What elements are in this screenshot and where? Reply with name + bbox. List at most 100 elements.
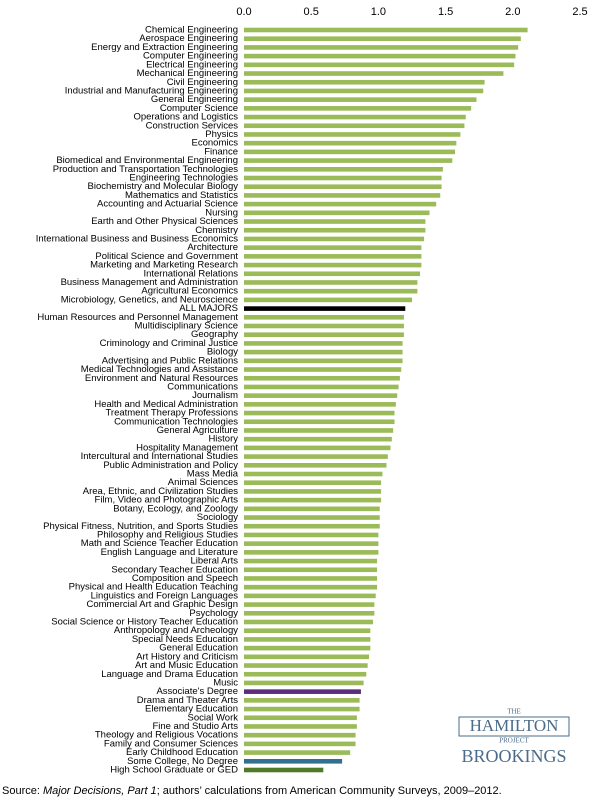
y-tick-label: Composition and Speech — [132, 573, 238, 584]
y-tick-label: General Education — [159, 643, 238, 654]
y-tick-label: Biology — [207, 347, 238, 358]
bar — [244, 454, 388, 459]
bar — [244, 140, 457, 146]
y-tick-label: Aerospace Engineering — [139, 33, 238, 44]
x-tick-label: 1.5 — [438, 6, 453, 18]
y-tick-label: Elementary Education — [145, 704, 238, 715]
y-tick-label: Anthropology and Archeology — [114, 625, 238, 636]
bar — [244, 758, 343, 764]
bar — [244, 489, 382, 494]
y-tick-label: Criminology and Criminal Justice — [100, 338, 238, 349]
bar — [244, 341, 403, 346]
y-tick-label: Electrical Engineering — [146, 59, 238, 70]
y-tick-label: Secondary Teacher Education — [111, 564, 238, 575]
y-tick-label: Psychology — [189, 608, 238, 619]
y-tick-label: Communication Technologies — [114, 416, 238, 427]
y-tick-label: Multidisciplinary Science — [135, 321, 238, 332]
bar — [244, 741, 356, 747]
bar — [244, 254, 422, 259]
y-tick-label: Production and Transportation Technologi… — [53, 164, 238, 175]
y-tick-label: Associate's Degree — [156, 686, 238, 697]
bar — [244, 680, 364, 686]
y-tick-label: High School Graduate or GED — [110, 765, 238, 776]
bar — [244, 637, 371, 642]
bar — [244, 410, 395, 416]
bar — [244, 419, 395, 425]
y-tick-label: Hospitality Management — [136, 442, 238, 453]
y-tick-label: Political Science and Government — [95, 251, 238, 262]
y-tick-label: Physical and Health Education Teaching — [69, 582, 238, 593]
y-tick-label: Earth and Other Physical Sciences — [91, 216, 238, 227]
y-tick-label: Medical Technologies and Assistance — [81, 364, 238, 375]
y-tick-label: International Business and Business Econ… — [36, 233, 239, 244]
bar — [244, 358, 403, 364]
y-tick-label: History — [208, 434, 238, 445]
bar — [244, 532, 379, 538]
y-tick-label: Film, Video and Photographic Arts — [95, 495, 239, 506]
bar — [244, 45, 519, 50]
y-tick-label: Agricultural Economics — [141, 286, 238, 297]
y-tick-label: Animal Sciences — [168, 477, 238, 488]
y-tick-label: Architecture — [187, 242, 238, 253]
bar — [244, 715, 357, 721]
bar — [244, 88, 484, 94]
bar — [244, 628, 371, 634]
bar — [244, 62, 515, 68]
y-tick-label: Journalism — [192, 390, 238, 401]
y-tick-label: Economics — [192, 138, 239, 149]
y-tick-label: Civil Engineering — [167, 77, 238, 88]
x-tick-label: 2.0 — [505, 6, 520, 18]
logo-hamilton: HAMILTON — [470, 716, 559, 735]
logo-the: THE — [507, 708, 521, 716]
bar — [244, 158, 453, 163]
bar — [244, 706, 360, 712]
bar — [244, 71, 504, 76]
bar — [244, 698, 360, 703]
bar — [244, 436, 392, 442]
bar — [244, 114, 466, 120]
bar — [244, 36, 521, 42]
y-tick-label: Mass Media — [187, 469, 239, 480]
bar — [244, 227, 426, 233]
bar — [244, 375, 400, 381]
bar — [244, 210, 430, 216]
y-tick-label: Mathematics and Statistics — [125, 190, 238, 201]
bar — [244, 663, 368, 668]
bar — [244, 584, 378, 590]
bar — [244, 724, 357, 729]
bar — [244, 97, 477, 102]
y-tick-label: Family and Consumer Sciences — [104, 738, 238, 749]
y-tick-label: Engineering Technologies — [129, 173, 238, 184]
y-tick-label: General Engineering — [151, 94, 238, 105]
bar — [244, 541, 379, 546]
bar — [244, 245, 422, 250]
bar — [244, 184, 442, 190]
x-tick-label: 2.5 — [572, 6, 587, 18]
y-tick-label: Physics — [205, 129, 238, 140]
y-tick-label: Theology and Religious Vocations — [95, 730, 238, 741]
source-rest: ; authors’ calculations from American Co… — [157, 785, 502, 797]
bar — [244, 506, 380, 512]
y-tick-label: Early Childhood Education — [126, 747, 238, 758]
y-tick-label: Operations and Logistics — [133, 112, 238, 123]
y-tick-label: Special Needs Education — [132, 634, 238, 645]
y-tick-label: Area, Ethnic, and Civilization Studies — [83, 486, 238, 497]
y-tick-label: Linguistics and Foreign Languages — [91, 590, 239, 601]
bar — [244, 271, 421, 277]
bar — [244, 593, 376, 599]
y-tick-label: Geography — [191, 329, 238, 340]
y-tick-label: Biomedical and Environmental Engineering — [56, 155, 238, 166]
y-tick-label: Finance — [204, 146, 238, 157]
y-tick-label: Chemical Engineering — [145, 25, 238, 36]
y-tick-label: English Language and Literature — [101, 547, 238, 558]
y-tick-label: General Agriculture — [157, 425, 238, 436]
bar — [244, 732, 356, 738]
bar — [244, 323, 404, 329]
bar — [244, 132, 461, 137]
y-tick-label: Treatment Therapy Professions — [105, 408, 238, 419]
y-tick-label: Business Management and Administration — [61, 277, 238, 288]
logo-project: PROJECT — [499, 737, 529, 745]
bar — [244, 602, 375, 607]
y-tick-label: Mechanical Engineering — [137, 68, 238, 79]
y-tick-label: Music — [213, 677, 238, 688]
